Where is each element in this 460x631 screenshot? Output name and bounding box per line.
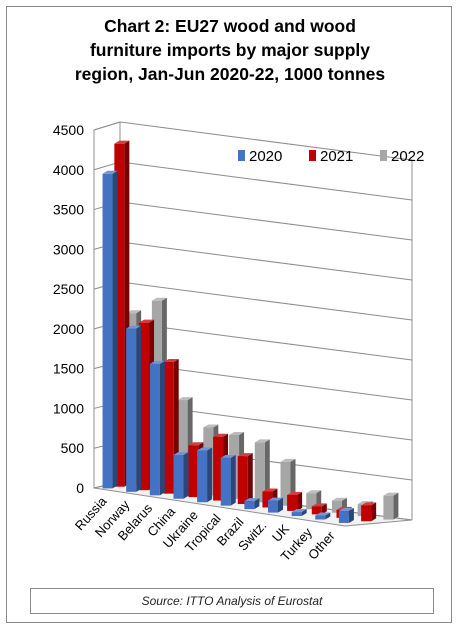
series-2020 [102,170,354,523]
bar-2020-ukraine [197,447,213,503]
gridline [119,321,413,361]
legend-item-2020: 2020 [238,148,282,165]
gridline [119,281,413,321]
bar-2020-belarus [149,360,165,496]
legend: 2020 2021 2022 [238,148,424,165]
legend-label: 2021 [320,148,353,165]
bar-2021-uk [311,503,327,515]
y-tick-label: 4000 [53,162,84,178]
gridline-side [93,121,121,131]
legend-label: 2022 [391,148,424,165]
gridline [119,201,413,241]
y-tick-label: 3500 [53,202,84,218]
bar-2021-other [361,502,377,522]
bar-2020-russia [102,170,118,489]
bar-2022-other [383,492,399,520]
y-tick-label: 4500 [53,122,84,138]
bar-2020-switz [268,497,284,513]
y-tick-label: 1000 [53,400,84,416]
bar-2020-other [338,508,354,523]
bars [102,140,399,523]
bar-2020-norway [126,325,142,492]
bar-2020-uk [291,509,307,517]
y-tick-label: 0 [76,480,84,496]
legend-swatch [238,150,245,161]
y-axis-ticks: 0 500 1000 1500 2000 2500 3000 3500 4000 4500 [53,122,84,496]
gridline [119,161,413,201]
chart-title: Chart 2: EU27 wood and wood furniture im… [20,14,440,86]
bar-2020-tropical [220,454,236,506]
bar-2021-switz [287,491,303,511]
y-tick-label: 500 [61,440,85,456]
legend-item-2022: 2022 [380,148,424,165]
legend-swatch [380,150,387,161]
chart-title-line-1: Chart 2: EU27 wood and wood [104,16,356,36]
legend-item-2021: 2021 [309,148,353,165]
y-tick-label: 2500 [53,281,84,297]
gridline [119,241,413,281]
gridline [119,121,413,161]
bar-2020-china [173,451,189,499]
bar-2022-tropical [254,439,270,503]
legend-swatch [309,150,316,161]
y-tick-label: 2000 [53,321,84,337]
bar-2020-brazil [244,498,260,510]
y-tick-label: 1500 [53,361,84,377]
source-note: Source: ITTO Analysis of Eurostat [30,588,434,614]
bar-2021-tropical [237,453,253,504]
legend-label: 2020 [249,148,282,165]
bar-2020-turkey [315,512,331,520]
chart-title-line-2: furniture imports by major supply [89,40,371,60]
y-tick-label: 3000 [53,241,84,257]
chart-title-line-3: region, Jan-Jun 2020-22, 1000 tonnes [74,64,386,84]
